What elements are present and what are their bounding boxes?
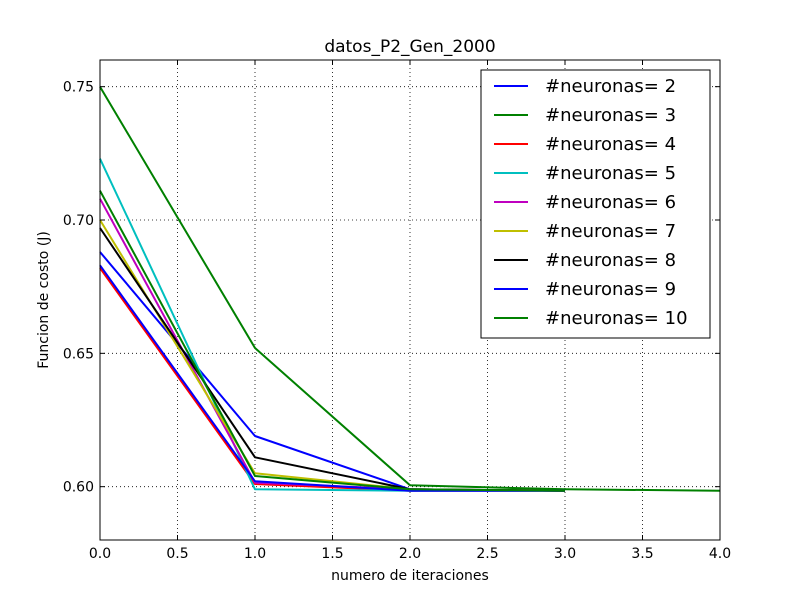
legend-label-9: #neuronas= 10	[545, 308, 688, 329]
x-tick-label: 2.0	[399, 546, 421, 562]
legend-label-7: #neuronas= 8	[545, 250, 676, 271]
legend-label-3: #neuronas= 4	[545, 134, 676, 155]
x-tick-label: 2.5	[476, 546, 498, 562]
x-tick-label: 3.0	[554, 546, 576, 562]
series-line-9	[99, 190, 566, 492]
legend-items: #neuronas= 2 #neuronas= 3 #neuronas= 4 #neu…	[494, 76, 688, 329]
plot-lines	[99, 86, 721, 492]
y-tick-label: 0.60	[63, 480, 94, 496]
tick-labels: 0.0 0.5 1.0 1.5 2.0 2.5 3.0 3.5 4.0 0.60 0.65 0.70 0…	[63, 80, 731, 562]
legend: #neuronas= 2 #neuronas= 3 #neuronas= 4 #neu…	[480, 69, 711, 339]
legend-label-8: #neuronas= 9	[545, 279, 676, 300]
y-tick-label: 0.75	[63, 80, 94, 96]
y-tick-label: 0.65	[63, 346, 94, 362]
x-axis-label: numero de iteraciones	[331, 568, 489, 584]
x-tick-label: 1.0	[244, 546, 266, 562]
x-tick-label: 0.0	[89, 546, 111, 562]
x-tick-label: 1.5	[321, 546, 343, 562]
y-tick-label: 0.70	[63, 213, 94, 229]
legend-label-4: #neuronas= 5	[545, 163, 676, 184]
x-tick-label: 4.0	[709, 546, 731, 562]
y-axis-label: Funcion de costo (J)	[36, 231, 52, 369]
legend-label-6: #neuronas= 7	[545, 221, 676, 242]
legend-label-5: #neuronas= 6	[545, 192, 676, 213]
legend-label-1: #neuronas= 2	[545, 76, 676, 97]
series-line-2	[99, 86, 721, 492]
x-tick-label: 0.5	[166, 546, 188, 562]
legend-label-2: #neuronas= 3	[545, 105, 676, 126]
chart-title: datos_P2_Gen_2000	[324, 37, 495, 57]
ticks	[99, 60, 721, 540]
x-tick-label: 3.5	[631, 546, 653, 562]
